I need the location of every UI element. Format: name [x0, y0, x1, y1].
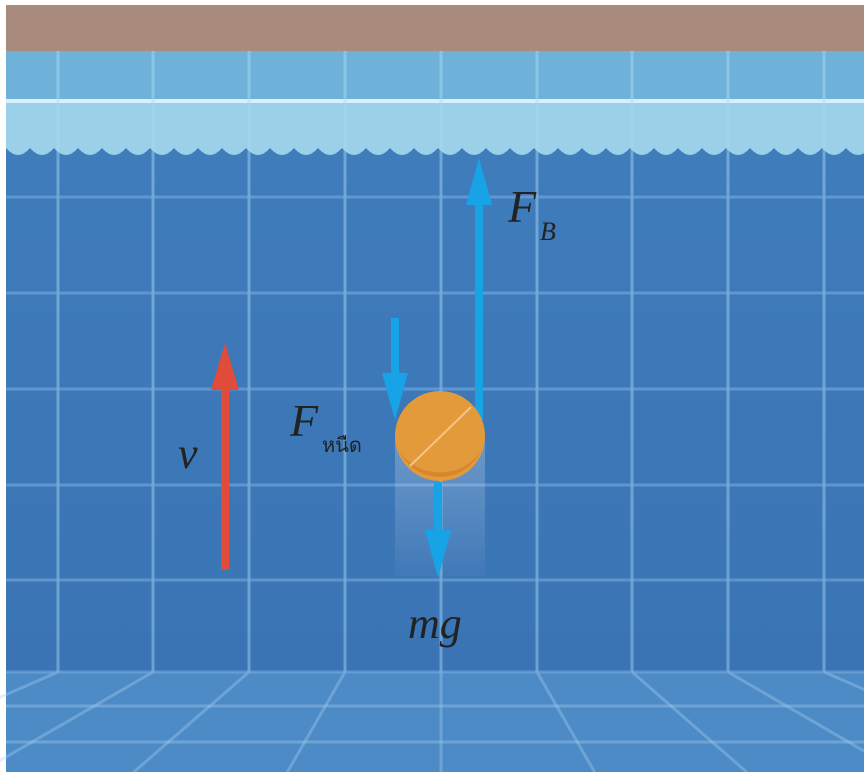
- floor-line: [631, 670, 748, 772]
- waves: [6, 148, 864, 155]
- pool-edge: [6, 5, 864, 51]
- wall-top: [6, 51, 864, 101]
- wave: [6, 148, 864, 155]
- ball-shade: [398, 448, 482, 477]
- viscous-arrow-head: [382, 373, 408, 420]
- velocity-label: v: [178, 429, 198, 478]
- buoyant-subscript: B: [540, 217, 556, 246]
- floor-line: [823, 670, 864, 692]
- weight-arrow-head: [425, 530, 451, 578]
- viscous-subscript: หนืด: [322, 433, 362, 457]
- floor-line: [535, 671, 596, 772]
- floor-line: [727, 670, 864, 753]
- buoyant-symbol: F: [507, 181, 537, 232]
- tile-grid: [0, 51, 864, 772]
- buoyant-arrow-head: [466, 158, 492, 205]
- floor-line: [0, 670, 59, 699]
- weight-label: mg: [408, 599, 462, 648]
- viscous-symbol: F: [289, 395, 319, 446]
- surface: [6, 103, 864, 150]
- floor-line: [286, 671, 347, 772]
- pool-floor: [6, 672, 864, 772]
- velocity-arrow-head: [211, 343, 239, 390]
- floor-line: [132, 670, 250, 772]
- waterline: [6, 99, 864, 103]
- floor-line: [0, 670, 154, 763]
- ball-seam: [409, 406, 472, 467]
